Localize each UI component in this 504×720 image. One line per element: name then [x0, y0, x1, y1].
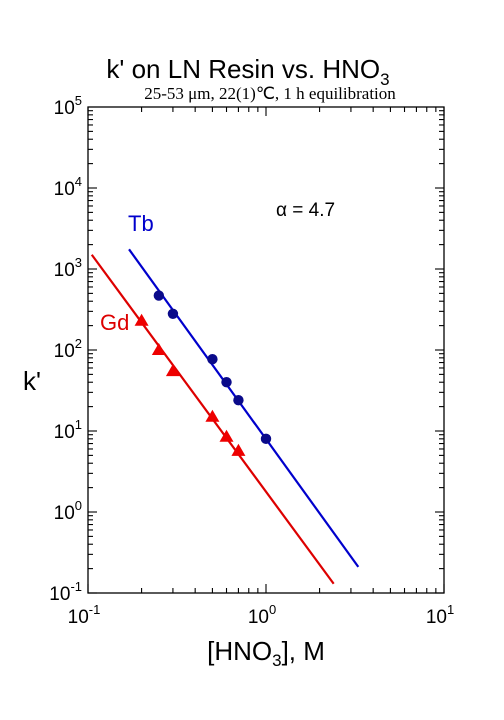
y-tick-label-exponent: -1: [70, 579, 82, 594]
x-tick-label-base: 10: [426, 607, 447, 628]
series-points: [134, 290, 272, 456]
data-point-gd: [134, 313, 149, 326]
y-tick-label-base: 10: [54, 341, 75, 362]
x-tick-label-base: 10: [248, 607, 269, 628]
data-point-tb: [260, 433, 272, 445]
chart-subtitle: 25-53 μm, 22(1)℃, 1 h equilibration: [144, 84, 396, 103]
fit-line-tb: [128, 248, 360, 568]
data-point-gd: [231, 443, 246, 456]
y-tick-label: 102: [54, 336, 82, 362]
y-tick-label-base: 10: [54, 179, 75, 200]
y-tick-label: 10-1: [49, 579, 82, 605]
x-tick-label-exponent: 0: [269, 602, 276, 617]
data-point-tb: [221, 377, 232, 388]
plot-frame: [87, 106, 445, 594]
y-tick-label-exponent: 3: [75, 255, 82, 270]
data-point-gd: [205, 409, 220, 422]
y-tick-label-exponent: 5: [75, 93, 82, 108]
alpha-annotation: α = 4.7: [276, 200, 335, 221]
x-axis-label-part-3: ], M: [282, 636, 325, 666]
series-label-gd: Gd: [100, 310, 129, 335]
y-tick-label-exponent: 1: [75, 417, 82, 432]
chart-title: k' on LN Resin vs. HNO3: [106, 54, 389, 89]
data-point-tb: [233, 395, 244, 406]
y-tick-label-base: 10: [54, 422, 75, 443]
y-tick-label-base: 10: [54, 98, 75, 119]
x-tick-label: 100: [248, 602, 276, 628]
chart-title-main: k' on LN Resin vs. HNO: [106, 54, 380, 84]
y-tick-label: 100: [54, 498, 82, 524]
y-tick-label-base: 10: [49, 584, 70, 605]
y-tick-label: 105: [54, 93, 82, 119]
y-tick-label: 101: [54, 417, 82, 443]
data-point-gd: [151, 343, 166, 356]
y-tick-label-base: 10: [54, 260, 75, 281]
y-tick-label-base: 10: [54, 503, 75, 524]
data-point-tb: [153, 290, 165, 301]
x-tick-label: 101: [426, 602, 454, 628]
x-tick-label: 10-1: [68, 602, 101, 628]
x-tick-label-exponent: -1: [89, 602, 101, 617]
x-tick-label-base: 10: [68, 607, 89, 628]
data-point-gd: [165, 364, 180, 377]
x-axis-label-part-1: [HNO: [207, 636, 272, 666]
series-lines: [90, 248, 360, 585]
chart-title-subscript: 3: [380, 70, 389, 89]
x-axis-label-subscript: 3: [272, 651, 281, 670]
chart-subtitle-part-1: 25-53: [144, 84, 188, 103]
y-tick-label-exponent: 4: [75, 174, 82, 189]
y-axis-label: k': [23, 366, 41, 396]
y-tick-label: 104: [54, 174, 82, 200]
chart-subtitle-part-3: ℃, 1 h equilibration: [256, 84, 396, 103]
y-tick-label-exponent: 2: [75, 336, 82, 351]
chart-subtitle-part-2: μm, 22(1): [188, 84, 256, 103]
series-label-tb: Tb: [128, 211, 154, 236]
data-point-tb: [167, 308, 179, 319]
y-tick-label: 103: [54, 255, 82, 281]
x-axis-label: [HNO3], M: [207, 636, 325, 670]
x-ticks: 10-1 100 101: [68, 107, 454, 628]
y-tick-label-exponent: 0: [75, 498, 82, 513]
x-tick-label-exponent: 1: [447, 602, 454, 617]
data-point-tb: [207, 353, 218, 365]
data-point-gd: [219, 429, 234, 442]
